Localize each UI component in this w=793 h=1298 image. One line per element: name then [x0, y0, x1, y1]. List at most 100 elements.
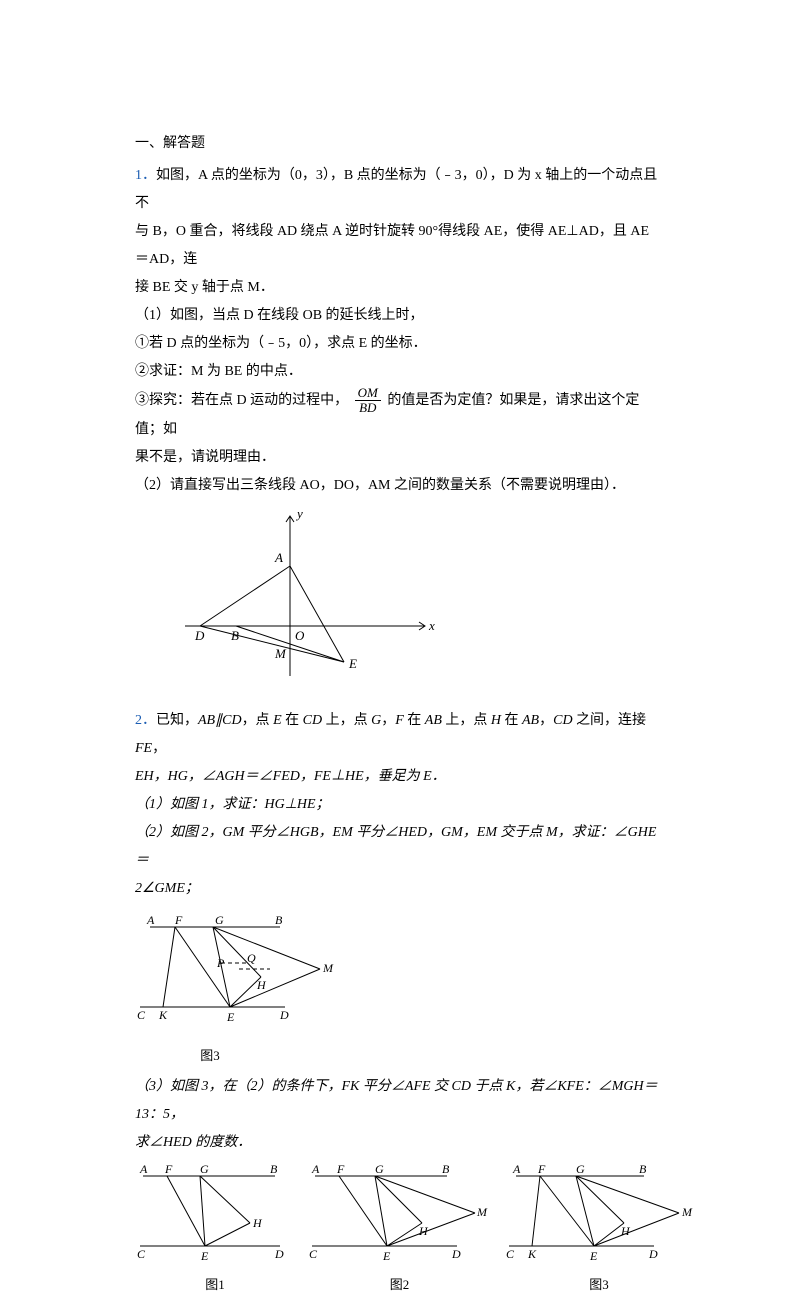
svg-text:C: C [309, 1247, 318, 1261]
q2-p2b: 2∠GME； [135, 875, 658, 903]
svg-text:D: D [279, 1008, 289, 1022]
svg-text:F: F [164, 1162, 173, 1176]
q1-l1: 如图，A 点的坐标为（0，3），B 点的坐标为（﹣3，0），D 为 x 轴上的一… [135, 168, 657, 211]
svg-text:D: D [451, 1247, 461, 1261]
coordinate-diagram-icon: y x A B D O M E [175, 506, 455, 686]
svg-text:M: M [681, 1205, 693, 1219]
svg-text:C: C [506, 1247, 515, 1261]
svg-text:A: A [146, 913, 155, 927]
q2-p3b: 求∠HED 的度数． [135, 1129, 658, 1157]
frac-den: BD [355, 401, 381, 415]
q2-l1p: AB [522, 713, 539, 728]
q2-l1a: 已知， [156, 713, 198, 728]
q1-p1c: ③探究：若在点 D 运动的过程中， OM BD 的值是否为定值？如果是，请求出这… [135, 386, 658, 444]
svg-text:A: A [512, 1162, 521, 1176]
svg-text:B: B [639, 1162, 647, 1176]
q2-l1d: E [273, 713, 282, 728]
q2-l1m: 上，点 [442, 713, 491, 728]
q2-l1f: CD [303, 713, 322, 728]
fig2-diagram-icon: AFGB HM CED [307, 1161, 492, 1261]
svg-text:C: C [137, 1247, 146, 1261]
fig2-caption: 图2 [307, 1272, 492, 1298]
fig1-wrap: A F G B H C E D 图1 [135, 1161, 295, 1298]
mid-caption: 图3 [105, 1043, 315, 1069]
svg-text:M: M [476, 1205, 488, 1219]
svg-text:A: A [311, 1162, 320, 1176]
pt-B: B [231, 628, 239, 643]
geometry-diagram-icon: AFGB PQHM CKED [135, 907, 345, 1032]
section-title: 一、解答题 [135, 130, 658, 158]
fig3-caption: 图3 [504, 1272, 694, 1298]
q2-l1i: ， [381, 713, 395, 728]
svg-text:B: B [275, 913, 283, 927]
q2-p2a: （2）如图 2，GM 平分∠HGB，EM 平分∠HED，GM，EM 交于点 M，… [135, 819, 658, 875]
q2-l1b: AB∥CD [198, 713, 242, 728]
pt-M: M [274, 646, 287, 661]
svg-text:F: F [537, 1162, 546, 1176]
svg-text:G: G [200, 1162, 209, 1176]
q1-l2: 与 B，O 重合，将线段 AD 绕点 A 逆时针旋转 90°得线段 AE，使得 … [135, 218, 658, 274]
frac-num: OM [355, 386, 381, 401]
svg-text:B: B [270, 1162, 278, 1176]
svg-text:D: D [648, 1247, 658, 1261]
svg-text:A: A [139, 1162, 148, 1176]
svg-text:E: E [200, 1249, 209, 1261]
q1-l3: 接 BE 交 y 轴于点 M． [135, 274, 658, 302]
svg-text:F: F [174, 913, 183, 927]
q2-p1-txt: （1）如图 1，求证：HG⊥HE； [135, 797, 330, 812]
svg-text:K: K [527, 1247, 537, 1261]
q2-p1: （1）如图 1，求证：HG⊥HE； [135, 791, 658, 819]
axis-y-label: y [295, 506, 303, 521]
svg-text:F: F [336, 1162, 345, 1176]
q2-l1j: F [395, 713, 404, 728]
svg-text:H: H [256, 978, 267, 992]
svg-text:M: M [322, 961, 334, 975]
fig1-caption: 图1 [135, 1272, 295, 1298]
svg-text:E: E [382, 1249, 391, 1261]
q2-figure-row: A F G B H C E D 图1 A F G B H M C E D [135, 1161, 658, 1298]
svg-text:C: C [137, 1008, 146, 1022]
svg-text:H: H [252, 1216, 263, 1230]
q1-figure: y x A B D O M E [175, 506, 658, 697]
q2-l1c: ，点 [242, 713, 274, 728]
q2-l1q: ， [539, 713, 553, 728]
q2-l1k: 在 [404, 713, 425, 728]
q1-p1a: ①若 D 点的坐标为（﹣5，0），求点 E 的坐标． [135, 330, 658, 358]
q1-number: 1． [135, 168, 156, 183]
pt-O: O [295, 628, 305, 643]
q2-l1l: AB [425, 713, 442, 728]
fraction-om-bd: OM BD [355, 386, 381, 416]
svg-text:G: G [215, 913, 224, 927]
pt-A: A [274, 550, 283, 565]
svg-text:K: K [158, 1008, 168, 1022]
svg-text:P: P [216, 956, 225, 970]
q2-l2: EH，HG，∠AGH＝∠FED，FE⊥HE，垂足为 E． [135, 763, 658, 791]
pt-E: E [348, 656, 357, 671]
q2-line1: 2．已知，AB∥CD，点 E 在 CD 上，点 G，F 在 AB 上，点 H 在… [135, 707, 658, 763]
q1-p1c-c: 果不是，请说明理由． [135, 444, 658, 472]
q1-p1: （1）如图，当点 D 在线段 OB 的延长线上时， [135, 302, 658, 330]
q2-l1e: 在 [282, 713, 303, 728]
fig3-diagram-icon: AFGB HM CKED [504, 1161, 694, 1261]
axis-x-label: x [428, 618, 435, 633]
svg-text:H: H [418, 1224, 429, 1238]
q1-p1b: ②求证：M 为 BE 的中点． [135, 358, 658, 386]
q2-l1r: CD [553, 713, 572, 728]
q2-l1n: H [491, 713, 501, 728]
q2-mid-figure: AFGB PQHM CKED 图3 [135, 907, 658, 1069]
fig3-wrap: AFGB HM CKED 图3 [504, 1161, 694, 1298]
svg-text:H: H [620, 1224, 631, 1238]
q2-l1g: 上，点 [322, 713, 371, 728]
q1-p2: （2）请直接写出三条线段 AO，DO，AM 之间的数量关系（不需要说明理由）． [135, 472, 658, 500]
q2-l1s: 之间，连接 [573, 713, 647, 728]
q2-p3a: （3）如图 3，在（2）的条件下，FK 平分∠AFE 交 CD 于点 K，若∠K… [135, 1073, 658, 1129]
q2-number: 2． [135, 713, 156, 728]
pt-D: D [194, 628, 205, 643]
svg-text:G: G [375, 1162, 384, 1176]
q2-l1u: ， [152, 741, 166, 756]
svg-text:Q: Q [247, 951, 256, 965]
fig1-diagram-icon: A F G B H C E D [135, 1161, 295, 1261]
svg-text:D: D [274, 1247, 284, 1261]
svg-text:G: G [576, 1162, 585, 1176]
q1-p1c-a: ③探究：若在点 D 运动的过程中， [135, 393, 348, 408]
